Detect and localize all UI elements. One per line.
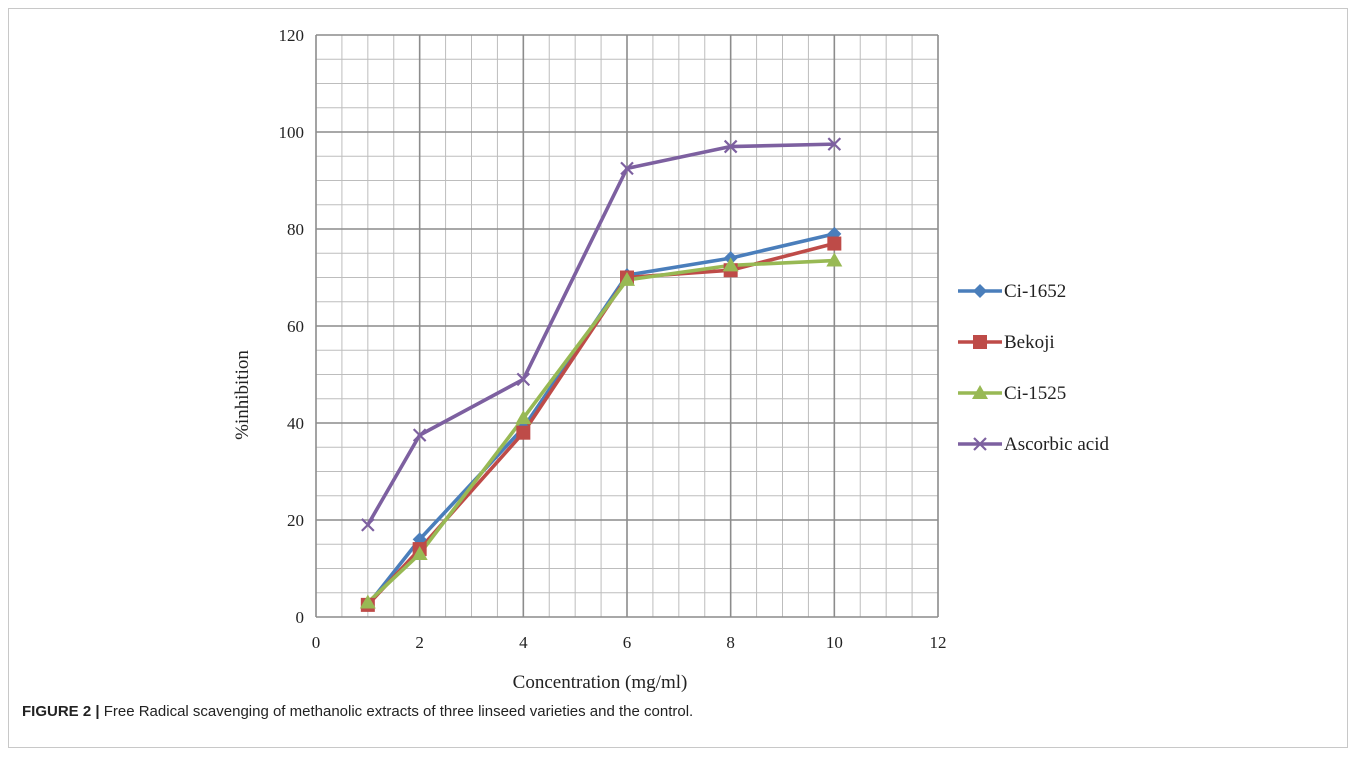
figure-caption-label: FIGURE 2 |	[22, 703, 100, 720]
data-point-ci-1525	[359, 594, 376, 609]
x-tick-label: 0	[312, 633, 321, 652]
series-markers	[359, 137, 843, 612]
y-tick-label: 120	[279, 26, 305, 45]
y-tick-label: 0	[296, 608, 305, 627]
x-tick-label: 2	[415, 633, 424, 652]
legend-label: Ci-1652	[1004, 281, 1066, 302]
x-tick-label: 6	[623, 633, 632, 652]
x-tick-label: 12	[930, 633, 947, 652]
figure-caption: FIGURE 2 | Free Radical scavenging of me…	[22, 703, 1332, 720]
legend-label: Bekoji	[1004, 332, 1055, 353]
series-lines	[366, 142, 835, 607]
data-point-ascorbic-acid	[361, 518, 375, 532]
legend-label: Ci-1525	[1004, 383, 1066, 404]
data-point-bekoji	[827, 236, 842, 251]
x-tick-label: 8	[726, 633, 735, 652]
legend-swatch-marker	[972, 385, 988, 399]
x-tick-label: 4	[519, 633, 528, 652]
y-tick-label: 100	[279, 123, 305, 142]
data-point-ascorbic-acid	[723, 139, 738, 154]
y-tick-label: 40	[287, 414, 304, 433]
x-tick-label: 10	[826, 633, 843, 652]
legend-swatch-marker	[973, 335, 987, 349]
y-tick-label: 60	[287, 317, 304, 336]
data-point-ci-1525	[826, 252, 843, 267]
y-tick-label: 80	[287, 220, 304, 239]
legend-item-ci-1652: Ci-1652	[958, 281, 1066, 302]
data-point-ascorbic-acid	[412, 428, 427, 442]
data-point-bekoji	[516, 425, 531, 440]
series-line-ci-1525	[366, 258, 835, 604]
data-point-ci-1525	[411, 545, 428, 560]
legend-swatch-marker	[973, 284, 987, 298]
major-gridlines	[315, 34, 939, 618]
y-tick-label: 20	[287, 511, 304, 530]
legend: Ci-1652 Bekoji Ci-1525 Ascorbic acid	[958, 281, 1109, 455]
series-line-ascorbic-acid	[366, 142, 835, 526]
y-axis-label: %inhibition	[232, 350, 253, 440]
data-point-ci-1525	[515, 410, 532, 425]
data-point-ascorbic-acid	[827, 137, 842, 151]
x-axis-label: Concentration (mg/ml)	[513, 672, 688, 693]
legend-item-ascorbic-acid: Ascorbic acid	[958, 434, 1109, 455]
legend-swatch-marker	[973, 437, 987, 451]
legend-item-ci-1525: Ci-1525	[958, 383, 1066, 404]
data-point-ci-1525	[722, 257, 739, 272]
data-point-ascorbic-acid	[620, 161, 634, 176]
figure-caption-text: Free Radical scavenging of methanolic ex…	[99, 703, 694, 720]
legend-item-bekoji: Bekoji	[958, 332, 1055, 353]
legend-label: Ascorbic acid	[1004, 434, 1109, 455]
data-point-ascorbic-acid	[516, 372, 531, 387]
data-point-ci-1525	[619, 271, 635, 286]
